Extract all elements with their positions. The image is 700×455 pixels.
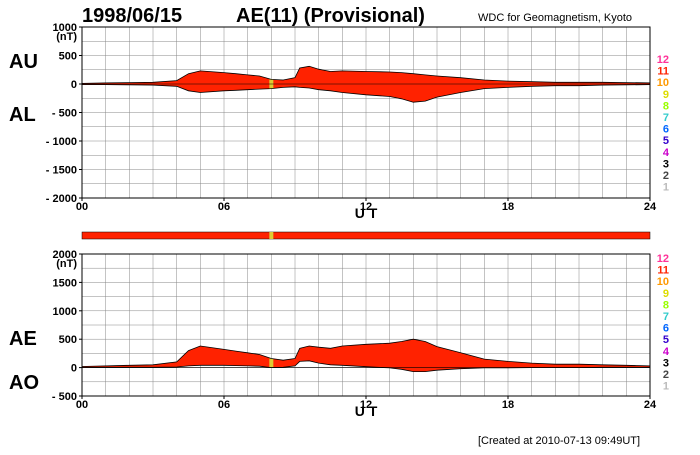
- scale-legend-entry: 10: [657, 276, 669, 288]
- date-title: 1998/06/15: [82, 5, 182, 27]
- x-axis-label: U T: [355, 403, 378, 419]
- y-tick-label: - 500: [52, 391, 77, 403]
- scale-legend-entry: 5: [663, 135, 669, 147]
- scale-legend-entry: 11: [657, 265, 669, 277]
- y-tick-label: 1500: [53, 277, 77, 289]
- scale-legend-entry: 9: [663, 288, 669, 300]
- y-unit-label: (nT): [56, 31, 77, 43]
- x-tick-label: 06: [218, 399, 230, 411]
- x-tick-label: 18: [502, 201, 514, 213]
- y-tick-label: 1000: [53, 22, 77, 34]
- au-al-panel: 1000 500 0 - 500 - 1000 - 1500 - 2000 (nT) 00 06 1…: [9, 22, 657, 221]
- scale-legend-entry: 4: [663, 346, 670, 358]
- highlight-interval: [269, 358, 274, 368]
- series-band-fill: [82, 339, 650, 372]
- x-tick-label: 00: [76, 399, 88, 411]
- scale-legend-entry: 2: [663, 170, 669, 182]
- scale-legend-entry: 3: [663, 357, 669, 369]
- y-tick-label: 500: [59, 334, 77, 346]
- y-tick-label: 500: [59, 51, 77, 63]
- scale-legend-entry: 12: [657, 253, 669, 265]
- y-tick-label: - 500: [52, 108, 77, 120]
- scale-legend-entry: 10: [657, 77, 669, 89]
- scale-legend-entry: 7: [663, 112, 669, 124]
- y-tick-label: 0: [71, 79, 77, 91]
- index-title: AE(11) (Provisional): [236, 5, 425, 27]
- activity-status-strip: [81, 231, 651, 240]
- x-tick-label: 06: [218, 201, 230, 213]
- created-timestamp: [Created at 2010-07-13 09:49UT]: [478, 435, 640, 447]
- scale-legend-entry: 1: [663, 182, 669, 194]
- scale-legend-entry: 4: [663, 147, 670, 159]
- y-tick-label: - 1500: [46, 165, 77, 177]
- scale-legend-entry: 8: [663, 100, 669, 112]
- index-label-au: AU: [9, 51, 38, 73]
- source-label: WDC for Geomagnetism, Kyoto: [478, 12, 632, 24]
- status-strip-highlight: [269, 232, 274, 239]
- scale-legend-entry: 7: [663, 311, 669, 323]
- y-tick-label: 2000: [53, 249, 77, 261]
- scale-legend-entry: 3: [663, 158, 669, 170]
- scale-legend-entry: 6: [663, 124, 669, 136]
- index-label-ao: AO: [9, 372, 39, 394]
- scale-legend-entry: 5: [663, 334, 669, 346]
- y-unit-label: (nT): [56, 258, 77, 270]
- series-line-au: [81, 65, 651, 84]
- status-strip-bar: [81, 231, 651, 240]
- index-label-al: AL: [9, 104, 36, 126]
- scale-legend-entry: 1: [663, 381, 669, 393]
- x-tick-label: 12: [360, 399, 372, 411]
- x-tick-label: 18: [502, 399, 514, 411]
- scale-legend-entry: 6: [663, 323, 669, 335]
- x-tick-label: 12: [360, 201, 372, 213]
- ae-ao-panel: 2000 1500 1000 500 0 - 500 (nT) 00 06 12 18 24 U T AE…: [9, 249, 657, 419]
- y-tick-label: 0: [71, 363, 77, 375]
- y-tick-label: - 1000: [46, 136, 77, 148]
- x-tick-label: 24: [644, 399, 657, 411]
- y-tick-label: 1000: [53, 306, 77, 318]
- series-line-ae: [81, 338, 651, 367]
- scale-legend-entry: 11: [657, 66, 669, 78]
- scale-legend-entry: 9: [663, 89, 669, 101]
- scale-legend-entry: 8: [663, 299, 669, 311]
- scale-legend-entry: 2: [663, 369, 669, 381]
- y-tick-label: - 2000: [46, 193, 77, 205]
- index-label-ae: AE: [9, 328, 37, 350]
- x-tick-label: 00: [76, 201, 88, 213]
- series-line-al: [82, 84, 651, 103]
- scale-legend-entry: 12: [657, 54, 669, 66]
- x-axis-label: U T: [355, 205, 378, 221]
- x-tick-label: 24: [644, 201, 657, 213]
